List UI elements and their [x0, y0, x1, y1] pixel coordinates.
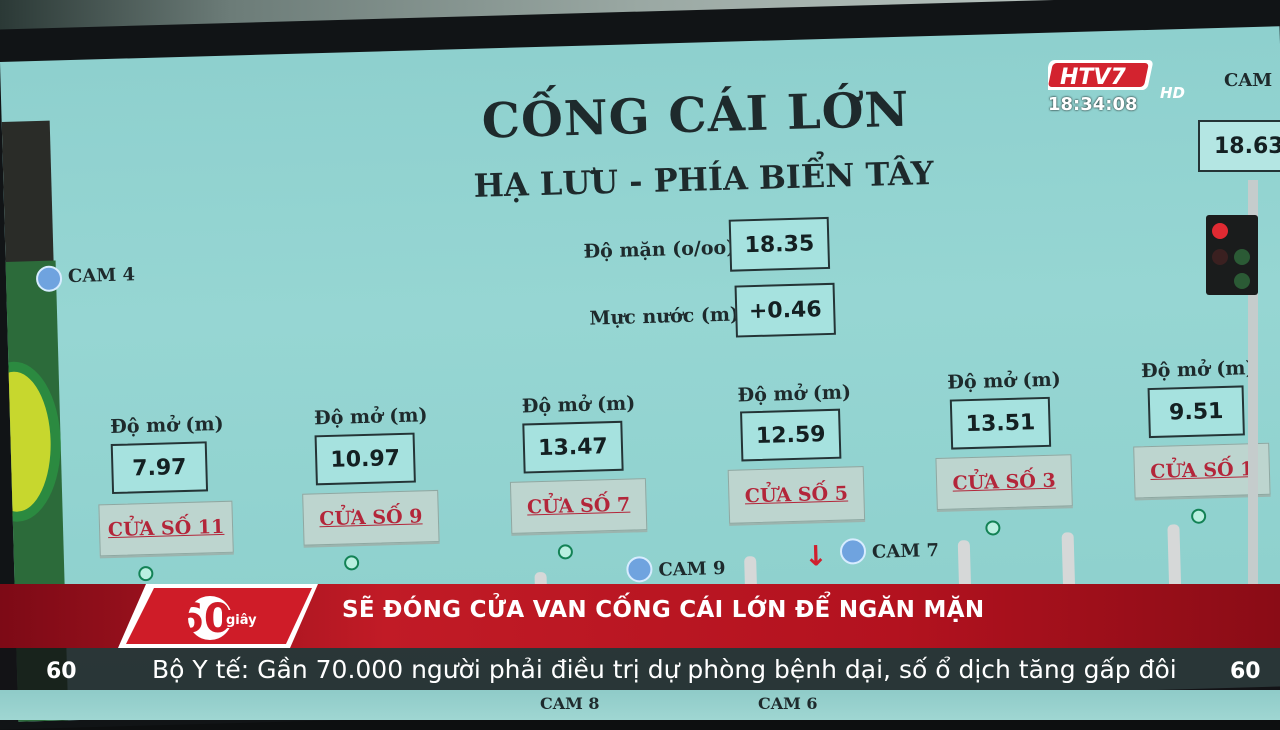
gate-5-open-label: Độ mở (m) [737, 381, 852, 407]
green-light [1234, 273, 1250, 289]
water-level-value: +0.46 [734, 282, 836, 338]
gate-11-indicator [138, 565, 154, 582]
cam-4-label: CAM 4 [67, 264, 136, 288]
camera-icon[interactable] [35, 265, 63, 293]
cam-9-label: CAM 9 [658, 557, 726, 581]
htv7-logo-icon: HTV7 HD [1048, 60, 1185, 102]
ticker-60-logo-icon: 60 [1230, 659, 1261, 684]
salinity-value: 18.35 [728, 216, 831, 272]
svg-text:60: 60 [46, 659, 77, 684]
gate-7-open-label: Độ mở (m) [521, 392, 636, 418]
clock-time: 18:34:08 [1048, 94, 1138, 115]
gate-1-open-label: Độ mở (m) [1140, 357, 1255, 383]
svg-text:60: 60 [1230, 659, 1261, 684]
gate-3-value: 13.51 [949, 396, 1052, 450]
gate-7-value: 13.47 [522, 420, 624, 474]
gate-9-button[interactable]: CỬA SỐ 9 [302, 489, 440, 546]
gate-9-indicator [343, 555, 360, 571]
cam-top-label: CAM [1224, 70, 1273, 91]
headline-text: SẼ ĐÓNG CỬA VAN CỐNG CÁI LỚN ĐỂ NGĂN MẶN [342, 597, 985, 623]
screen-bottom-strip [0, 690, 1280, 720]
cam-8-label: CAM 8 [540, 694, 600, 713]
arrow-down-icon: ↓ [803, 539, 829, 573]
gate-1-value: 9.51 [1147, 385, 1245, 439]
svg-text:HD: HD [1160, 84, 1185, 102]
gate-7-indicator [557, 544, 574, 560]
page-title: CỐNG CÁI LỚN [481, 81, 911, 150]
ticker-text: Bộ Y tế: Gần 70.000 người phải điều trị … [152, 655, 1177, 684]
camera-icon[interactable] [839, 538, 867, 565]
gate-11-open-label: Độ mở (m) [109, 412, 224, 439]
page-subtitle: HẠ LƯU - PHÍA BIỂN TÂY [473, 153, 935, 205]
news-ticker [0, 648, 1280, 690]
camera-icon[interactable] [626, 555, 653, 583]
signal-pole [1248, 180, 1258, 600]
salinity-label: Độ mặn (o/oo) [583, 236, 736, 263]
gate-11-button[interactable]: CỬA SỐ 11 [98, 500, 234, 557]
gate-5-button[interactable]: CỬA SỐ 5 [727, 466, 866, 524]
gate-1-indicator [1190, 508, 1207, 524]
cam-7-label: CAM 7 [871, 539, 940, 563]
gate-9-value: 10.97 [314, 432, 416, 486]
water-level-label: Mực nước (m) [589, 303, 740, 330]
green-light [1234, 249, 1250, 265]
svg-text:giây: giây [226, 613, 257, 628]
gate-7-button[interactable]: CỬA SỐ 7 [509, 478, 648, 534]
gate-3-open-label: Độ mở (m) [947, 368, 1061, 394]
gate-9-open-label: Độ mở (m) [313, 404, 428, 430]
gate-3-button[interactable]: CỬA SỐ 3 [935, 454, 1073, 511]
program-60-giay-logo-icon: 60 giây [118, 584, 318, 648]
red-light [1212, 223, 1228, 239]
gate-11-value: 7.97 [110, 441, 209, 495]
gate-5-value: 12.59 [740, 408, 842, 462]
ticker-60-logo-icon: 60 [46, 659, 77, 684]
svg-text:HTV7: HTV7 [1060, 65, 1126, 90]
traffic-light-icon [1206, 215, 1258, 295]
gate-3-indicator [985, 520, 1001, 536]
off-light [1212, 249, 1228, 265]
gate-post [1167, 524, 1182, 585]
cam-6-label: CAM 6 [758, 694, 818, 713]
top-right-value: 18.63 [1198, 120, 1280, 172]
